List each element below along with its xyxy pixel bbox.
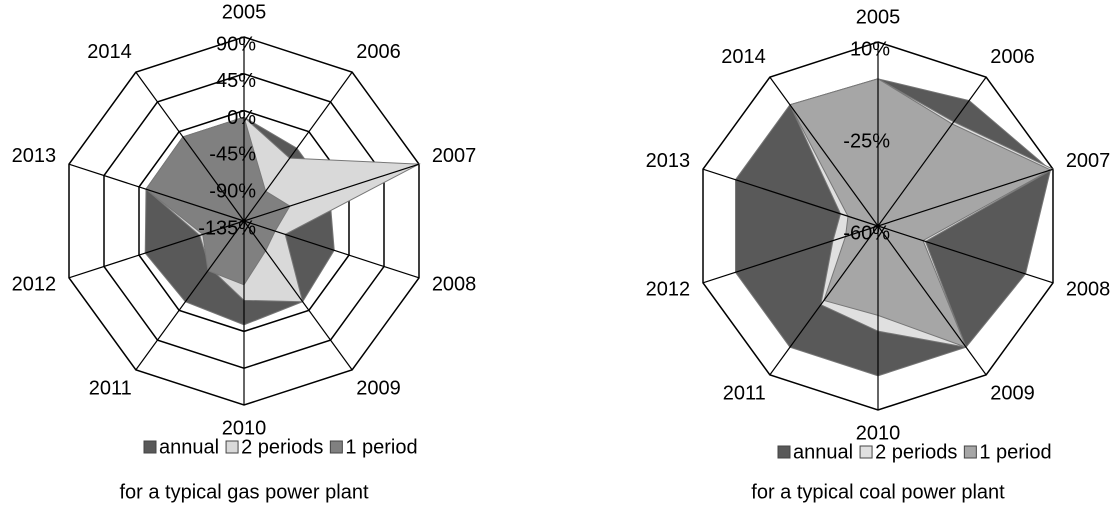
category-label: 2006 — [990, 46, 1034, 68]
spoke — [135, 71, 245, 222]
legend-swatch — [329, 440, 343, 454]
tick-label: -25% — [843, 130, 890, 152]
tick-label: 10% — [850, 38, 890, 60]
legend-label: 2 periods — [241, 436, 323, 458]
legend-label: annual — [159, 436, 219, 458]
legend-swatch — [963, 445, 977, 459]
category-label: 2011 — [723, 383, 766, 405]
category-label: 2005 — [222, 1, 267, 23]
tick-label: 0% — [227, 107, 256, 129]
category-label: 2009 — [356, 378, 401, 400]
tick-label: -135% — [198, 217, 256, 239]
spoke — [769, 225, 879, 376]
spoke — [243, 163, 420, 222]
spoke — [769, 76, 879, 227]
spoke — [877, 76, 987, 227]
tick-label: 90% — [216, 33, 256, 55]
category-label: 2008 — [432, 274, 477, 296]
category-label: 2013 — [646, 150, 691, 172]
spoke — [243, 220, 353, 371]
legend-swatch — [143, 440, 157, 454]
legend-swatch — [225, 440, 239, 454]
spoke — [243, 220, 420, 279]
category-label: 2014 — [87, 41, 132, 63]
category-label: 2008 — [1066, 279, 1111, 301]
legend-swatch — [859, 445, 873, 459]
category-label: 2006 — [356, 41, 401, 63]
category-label: 2013 — [12, 145, 57, 167]
spoke — [702, 225, 879, 284]
chart-title: for a typical gas power plant — [119, 481, 368, 503]
tick-label: -60% — [843, 222, 890, 244]
spoke — [68, 163, 245, 222]
category-label: 2011 — [89, 378, 132, 400]
category-label: 2009 — [990, 383, 1034, 405]
tick-label: 45% — [216, 70, 256, 92]
category-label: 2012 — [12, 274, 57, 296]
category-label: 2007 — [1066, 150, 1111, 172]
spoke — [135, 220, 245, 371]
spoke — [877, 168, 1054, 227]
tick-label: -90% — [209, 180, 256, 202]
legend-label: annual — [793, 441, 853, 463]
tick-label: -45% — [209, 144, 256, 166]
spoke — [243, 71, 353, 222]
legend-label: 2 periods — [875, 441, 957, 463]
category-label: 2005 — [856, 6, 901, 28]
spoke — [877, 225, 987, 376]
category-label: 2007 — [432, 145, 477, 167]
spoke — [877, 225, 1054, 284]
category-label: 2012 — [646, 279, 691, 301]
chart-title: for a typical coal power plant — [751, 481, 1005, 503]
category-label: 2010 — [222, 417, 267, 439]
spoke — [702, 168, 879, 227]
legend-swatch — [777, 445, 791, 459]
category-label: 2010 — [856, 422, 901, 444]
legend-label: 1 period — [345, 436, 417, 458]
category-label: 2014 — [721, 46, 766, 68]
spoke — [68, 220, 245, 279]
legend-label: 1 period — [979, 441, 1051, 463]
